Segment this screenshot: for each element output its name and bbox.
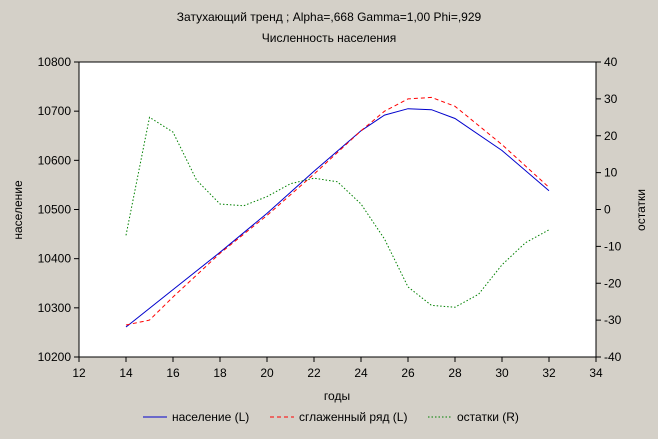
legend: население (L) сглаженный ряд (L) остатки (… (143, 410, 519, 424)
chart-title: Затухающий тренд ; Alpha=,668 Gamma=1,00… (177, 10, 482, 24)
x-tick-label-5: 22 (307, 366, 321, 380)
x-tick-label-4: 20 (260, 366, 274, 380)
y-right-tick-label-8: 40 (604, 55, 618, 69)
x-tick-label-9: 30 (495, 366, 509, 380)
chart-subtitle: Численность населения (262, 31, 396, 45)
y-right-tick-label-3: -10 (604, 239, 622, 253)
x-tick-label-2: 16 (166, 366, 180, 380)
axes: 12 14 16 18 20 22 24 26 28 30 32 341020010300104001… (38, 55, 622, 380)
y-right-tick-label-6: 20 (604, 129, 618, 143)
x-tick-label-11: 34 (589, 366, 603, 380)
series-line-0 (125, 108, 550, 328)
legend-label-1: сглаженный ряд (L) (299, 410, 407, 424)
series-layer (125, 96, 550, 328)
legend-label-0: население (L) (172, 410, 249, 424)
x-tick-label-0: 12 (72, 366, 86, 380)
x-axis-label: годы (324, 389, 350, 403)
y-left-tick-label-2: 10400 (38, 252, 72, 266)
y-left-tick-label-1: 10300 (38, 301, 72, 315)
x-tick-label-3: 18 (213, 366, 227, 380)
y-right-tick-label-5: 10 (604, 166, 618, 180)
y-left-tick-label-5: 10700 (38, 104, 72, 118)
x-tick-label-8: 28 (448, 366, 462, 380)
plot-area (78, 61, 597, 358)
y-left-tick-label-6: 10800 (38, 55, 72, 69)
series-line-1 (125, 96, 550, 326)
y-right-tick-label-7: 30 (604, 92, 618, 106)
x-tick-label-6: 24 (354, 366, 368, 380)
y-right-tick-label-4: 0 (604, 203, 611, 217)
legend-label-2: остатки (R) (457, 410, 519, 424)
x-tick-label-1: 14 (119, 366, 133, 380)
y-left-tick-label-0: 10200 (38, 350, 72, 364)
y-right-tick-label-0: -40 (604, 350, 622, 364)
y-left-tick-label-3: 10500 (38, 203, 72, 217)
y-left-tick-label-4: 10600 (38, 153, 72, 167)
y-axis-right-label: остатки (634, 189, 648, 231)
x-tick-label-7: 26 (401, 366, 415, 380)
y-right-tick-label-1: -30 (604, 313, 622, 327)
x-tick-label-10: 32 (542, 366, 556, 380)
y-axis-left-label: население (11, 180, 25, 240)
y-right-tick-label-2: -20 (604, 276, 622, 290)
